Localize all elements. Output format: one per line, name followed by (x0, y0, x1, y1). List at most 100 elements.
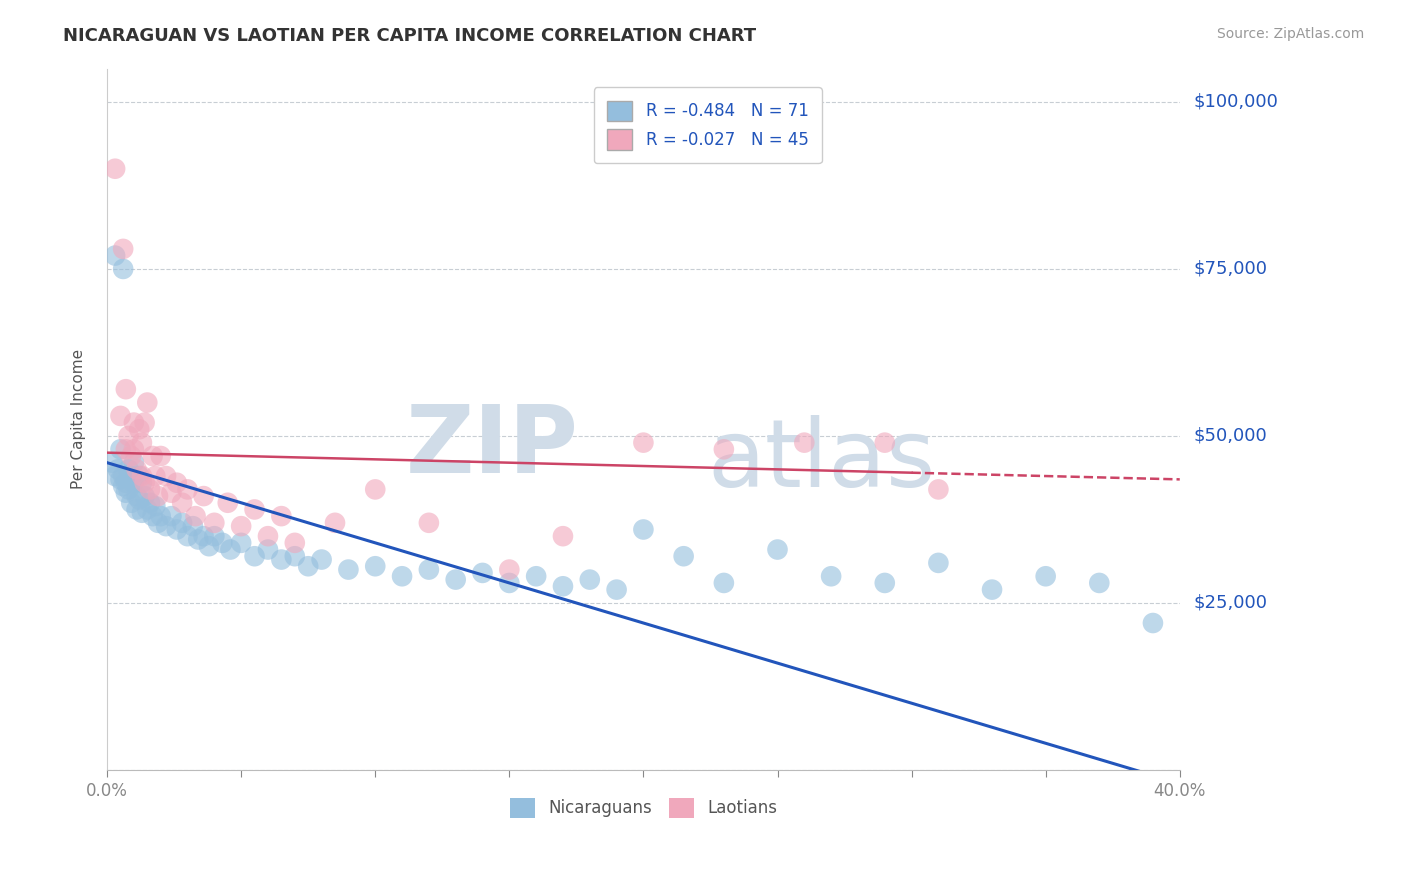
Point (125, 502, 148, 516)
Point (323, 516, 346, 530)
Point (110, 442, 132, 457)
Point (160, 485, 183, 500)
Point (418, 563, 440, 577)
Point (297, 559, 319, 574)
Point (115, 475, 138, 490)
Point (112, 242, 135, 256)
Point (131, 435, 153, 450)
Text: ZIP: ZIP (406, 401, 579, 493)
Point (243, 549, 266, 564)
Point (120, 449, 142, 463)
Point (284, 536, 307, 550)
Point (143, 499, 166, 513)
Point (146, 489, 169, 503)
Point (633, 523, 655, 537)
Point (606, 582, 628, 597)
Point (672, 549, 695, 564)
Point (115, 442, 138, 457)
Point (219, 542, 242, 557)
Point (176, 483, 198, 497)
Point (115, 382, 138, 396)
Point (873, 576, 896, 591)
Point (155, 469, 177, 483)
Y-axis label: Per Capita Income: Per Capita Income (72, 349, 86, 490)
Text: $100,000: $100,000 (1194, 93, 1278, 111)
Point (187, 533, 209, 547)
Point (122, 475, 145, 490)
Point (146, 516, 169, 530)
Point (391, 569, 413, 583)
Point (633, 435, 655, 450)
Point (142, 449, 165, 463)
Text: $25,000: $25,000 (1194, 594, 1268, 612)
Text: NICARAGUAN VS LAOTIAN PER CAPITA INCOME CORRELATION CHART: NICARAGUAN VS LAOTIAN PER CAPITA INCOME … (63, 27, 756, 45)
Point (131, 475, 153, 490)
Point (793, 435, 815, 450)
Point (142, 509, 165, 524)
Point (193, 529, 215, 543)
Point (120, 469, 142, 483)
Text: atlas: atlas (707, 416, 936, 508)
Point (112, 469, 135, 483)
Point (927, 556, 949, 570)
Point (284, 549, 307, 564)
Point (766, 542, 789, 557)
Point (364, 559, 387, 574)
Point (498, 563, 520, 577)
Point (104, 249, 127, 263)
Point (713, 576, 735, 591)
Point (211, 536, 233, 550)
Point (110, 472, 132, 486)
Point (149, 509, 172, 524)
Point (257, 529, 280, 543)
Point (181, 519, 204, 533)
Point (139, 496, 162, 510)
Point (120, 496, 142, 510)
Point (184, 509, 207, 524)
Point (1035, 569, 1057, 583)
Point (115, 485, 138, 500)
Point (101, 456, 124, 470)
Point (143, 469, 166, 483)
Point (125, 462, 148, 476)
Point (117, 483, 139, 497)
Point (172, 496, 194, 510)
Point (1142, 615, 1164, 630)
Point (139, 483, 162, 497)
Point (149, 449, 172, 463)
Point (172, 516, 194, 530)
Point (128, 422, 150, 436)
Point (136, 502, 159, 516)
Point (873, 435, 896, 450)
Point (128, 492, 150, 507)
Point (231, 519, 253, 533)
Point (270, 552, 292, 566)
Point (117, 429, 139, 443)
Point (337, 563, 360, 577)
Point (311, 552, 333, 566)
Point (498, 576, 520, 591)
Point (551, 579, 574, 593)
Point (134, 475, 156, 490)
Point (578, 573, 600, 587)
Point (551, 529, 574, 543)
Text: Source: ZipAtlas.com: Source: ZipAtlas.com (1216, 27, 1364, 41)
Point (270, 509, 292, 524)
Point (418, 516, 440, 530)
Point (110, 409, 132, 423)
Point (122, 456, 145, 470)
Point (524, 569, 547, 583)
Text: $75,000: $75,000 (1194, 260, 1268, 278)
Point (364, 483, 387, 497)
Point (202, 529, 225, 543)
Point (166, 523, 188, 537)
Point (1088, 576, 1111, 591)
Point (981, 582, 1004, 597)
Point (131, 506, 153, 520)
Point (125, 489, 148, 503)
Point (117, 462, 139, 476)
Point (176, 529, 198, 543)
Point (713, 442, 735, 457)
Point (231, 536, 253, 550)
Point (198, 539, 221, 553)
